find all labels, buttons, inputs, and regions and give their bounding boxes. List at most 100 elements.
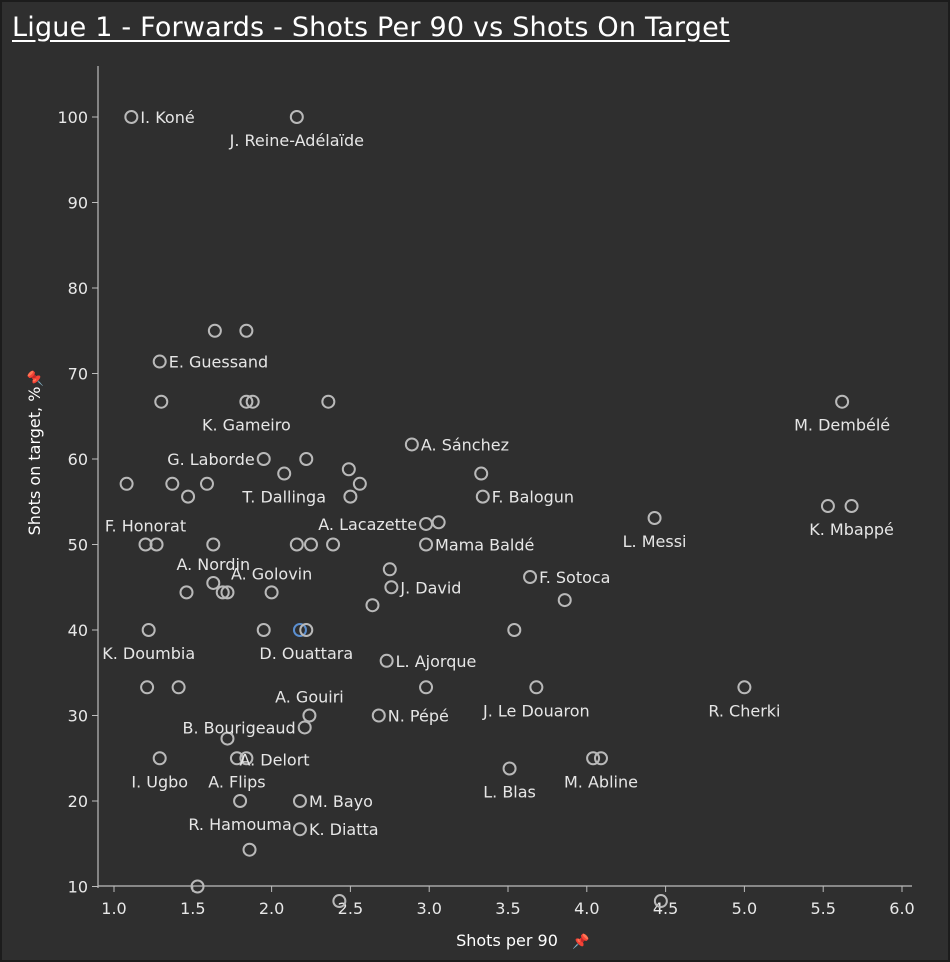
data-point[interactable] xyxy=(165,476,180,491)
data-point[interactable] xyxy=(239,323,254,338)
data-point[interactable] xyxy=(835,394,850,409)
data-point[interactable] xyxy=(233,794,248,808)
point-label: A. Flips xyxy=(208,772,265,791)
data-point[interactable] xyxy=(220,731,235,746)
data-point[interactable] xyxy=(152,751,167,766)
data-point[interactable] xyxy=(292,623,307,637)
data-point[interactable] xyxy=(475,489,490,504)
point-label: F. Balogun xyxy=(492,488,574,507)
x-axis-title: Shots per 90 xyxy=(456,931,558,950)
data-point[interactable] xyxy=(419,680,434,695)
data-point[interactable] xyxy=(299,452,314,466)
data-point[interactable] xyxy=(431,515,446,530)
data-point[interactable] xyxy=(154,394,169,409)
data-point[interactable] xyxy=(124,110,139,124)
data-point[interactable] xyxy=(152,354,167,369)
data-point[interactable] xyxy=(371,708,386,723)
point-label: K. Gameiro xyxy=(202,416,291,435)
data-point[interactable] xyxy=(239,394,254,409)
data-point[interactable] xyxy=(737,680,752,695)
point-label: J. Le Douaron xyxy=(482,701,590,720)
data-point[interactable] xyxy=(256,623,271,637)
data-point[interactable] xyxy=(653,894,668,909)
point-label: J. David xyxy=(399,578,461,597)
data-point[interactable] xyxy=(190,879,205,894)
y-tick-label: 10 xyxy=(68,878,88,897)
data-point[interactable] xyxy=(352,476,367,491)
data-point[interactable] xyxy=(206,575,221,590)
y-tick-label: 90 xyxy=(68,194,88,213)
x-axis-ticks: 1.0 1.5 2.0 2.5 3.0 3.5 4.0 4.5 5.0 5.5 6.0 xyxy=(101,886,915,918)
data-point[interactable] xyxy=(586,751,601,766)
data-point[interactable] xyxy=(384,580,399,595)
data-point[interactable] xyxy=(404,437,419,452)
data-point[interactable] xyxy=(529,680,544,695)
x-tick-label: 1.0 xyxy=(101,899,126,918)
data-point[interactable] xyxy=(304,537,318,552)
data-point[interactable] xyxy=(220,585,235,600)
point-label: A. Sánchez xyxy=(421,435,509,454)
data-point[interactable] xyxy=(341,462,356,477)
data-point[interactable] xyxy=(844,499,859,514)
data-point[interactable] xyxy=(292,822,307,837)
data-point[interactable] xyxy=(215,585,230,600)
data-point[interactable] xyxy=(299,623,314,637)
data-point[interactable] xyxy=(382,562,397,577)
y-tick-label: 60 xyxy=(68,450,88,469)
data-point[interactable] xyxy=(332,894,347,909)
data-point[interactable] xyxy=(119,476,134,491)
data-point[interactable] xyxy=(302,708,317,723)
x-tick-label: 1.5 xyxy=(180,899,205,918)
data-point[interactable] xyxy=(171,680,186,695)
data-point[interactable] xyxy=(242,842,257,857)
data-point[interactable] xyxy=(292,794,307,808)
data-point[interactable] xyxy=(289,110,304,124)
data-point[interactable] xyxy=(507,623,522,637)
data-point[interactable] xyxy=(593,751,608,766)
pin-icon[interactable]: 📌 xyxy=(572,932,590,950)
data-point[interactable] xyxy=(140,680,155,695)
data-points xyxy=(119,110,859,909)
point-label: D. Ouattara xyxy=(259,644,353,663)
data-point[interactable] xyxy=(474,466,489,481)
y-axis-ticks: 10 20 30 40 50 60 70 80 90 100 xyxy=(57,108,98,897)
data-point[interactable] xyxy=(502,761,517,776)
data-point[interactable] xyxy=(207,323,222,338)
pin-icon[interactable]: 📌 xyxy=(26,369,44,387)
data-point[interactable] xyxy=(379,653,394,668)
data-point[interactable] xyxy=(419,516,434,531)
data-point[interactable] xyxy=(523,569,538,584)
data-point[interactable] xyxy=(297,720,312,735)
data-point[interactable] xyxy=(326,537,341,552)
data-point[interactable] xyxy=(365,598,380,613)
data-point[interactable] xyxy=(199,476,214,491)
data-point[interactable] xyxy=(277,466,292,481)
data-point[interactable] xyxy=(557,593,572,608)
point-label: R. Hamouma xyxy=(188,815,291,834)
data-point[interactable] xyxy=(256,452,271,466)
data-point[interactable] xyxy=(141,623,156,637)
data-point[interactable] xyxy=(181,489,196,504)
point-label: K. Mbappé xyxy=(809,520,894,539)
point-label: E. Guessand xyxy=(169,353,268,372)
data-point[interactable] xyxy=(206,537,221,552)
data-point[interactable] xyxy=(321,394,336,409)
point-label: Mama Baldé xyxy=(435,536,534,555)
x-tick-label: 4.5 xyxy=(653,899,678,918)
point-label: L. Blas xyxy=(483,783,536,802)
data-point[interactable] xyxy=(245,394,260,409)
data-point[interactable] xyxy=(343,489,358,504)
data-point[interactable] xyxy=(289,537,304,552)
y-tick-label: 100 xyxy=(57,108,88,127)
data-point[interactable] xyxy=(179,585,194,600)
y-tick-label: 70 xyxy=(68,365,88,384)
data-point[interactable] xyxy=(647,510,662,525)
data-point[interactable] xyxy=(820,499,835,514)
y-tick-label: 30 xyxy=(68,707,88,726)
data-point[interactable] xyxy=(264,585,279,600)
data-point[interactable] xyxy=(149,537,164,552)
data-point[interactable] xyxy=(419,537,434,552)
data-point[interactable] xyxy=(239,751,254,766)
data-point[interactable] xyxy=(229,751,244,766)
